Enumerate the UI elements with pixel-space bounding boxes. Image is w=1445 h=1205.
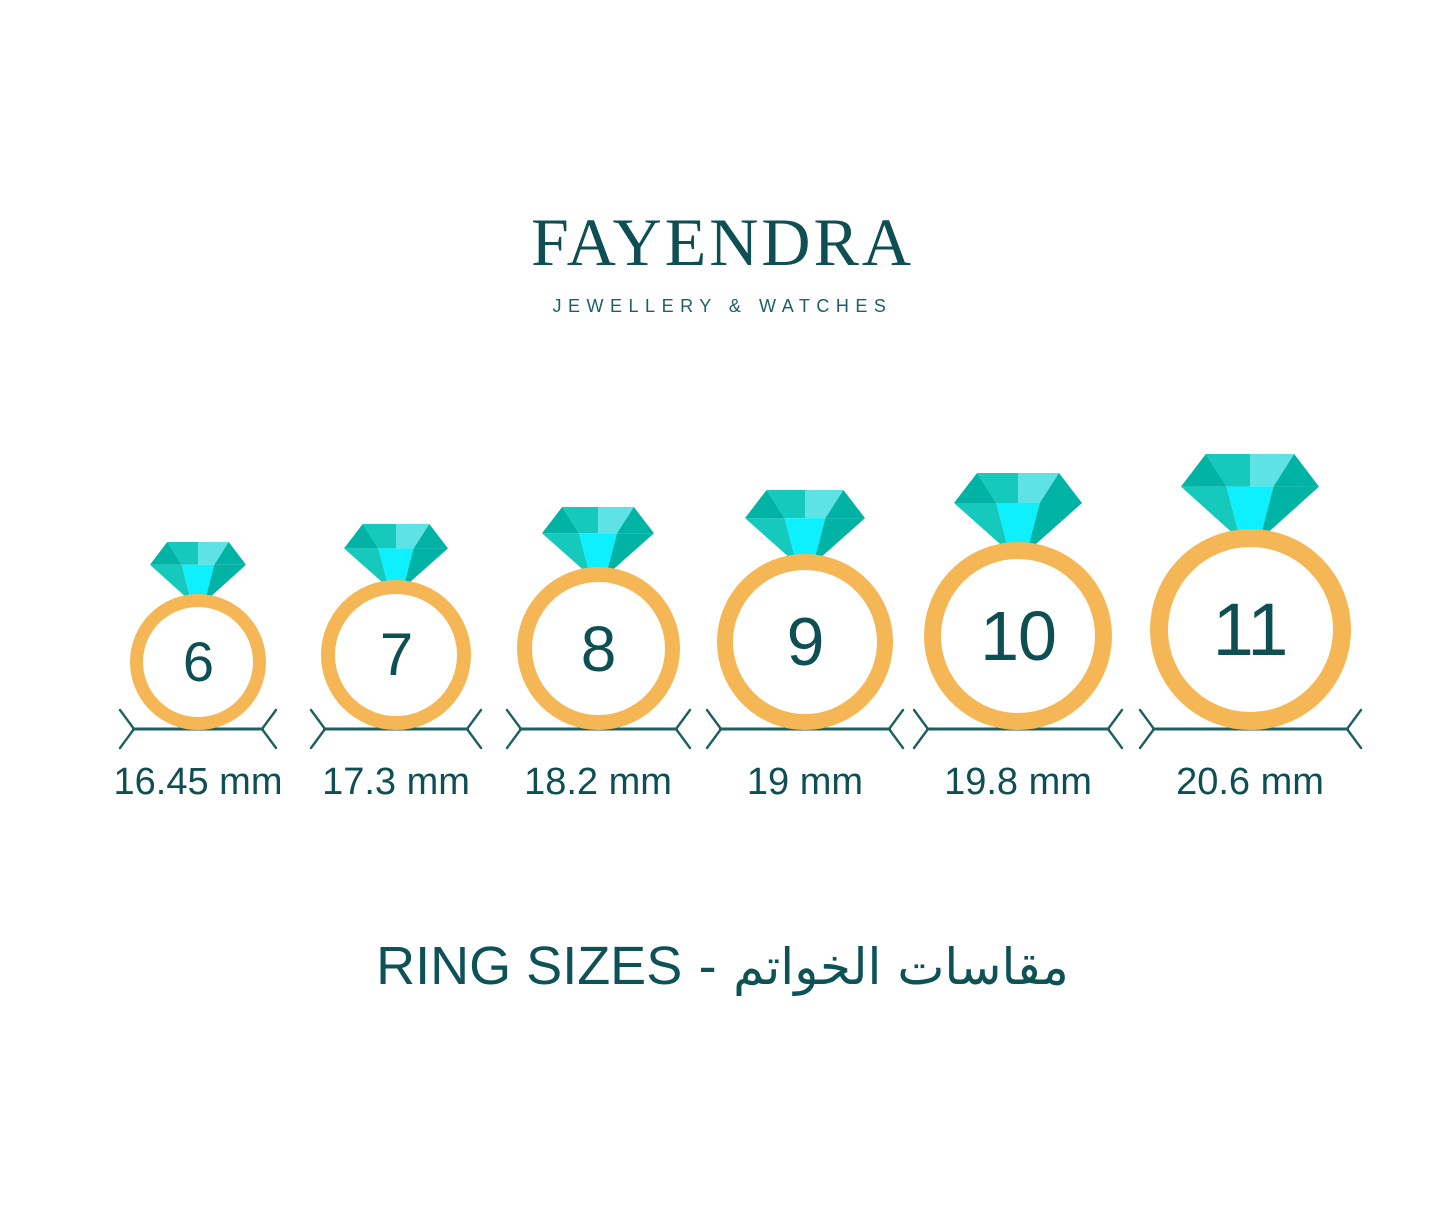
ring-diameter-label: 20.6 mm bbox=[1176, 761, 1324, 803]
page-title-separator: - bbox=[698, 936, 717, 996]
ring-diameter-label: 17.3 mm bbox=[322, 761, 470, 803]
ring-item: 7 bbox=[321, 524, 471, 730]
ring-item: 8 bbox=[516, 507, 680, 730]
ring-band: 8 bbox=[516, 567, 680, 730]
ring-size-number: 6 bbox=[182, 630, 214, 693]
ring-band: 6 bbox=[130, 594, 266, 730]
diameter-labels: 16.45 mm 17.3 mm 18.2 mm 19 mm 19.8 mm 20.6 m… bbox=[0, 758, 1445, 818]
ring-size-number: 9 bbox=[786, 604, 825, 680]
ring-item: 10 bbox=[924, 473, 1112, 730]
diamond-icon bbox=[542, 507, 654, 576]
page-title-en: RING SIZES bbox=[376, 936, 683, 996]
ring-item: 11 bbox=[1149, 454, 1351, 730]
ring-band: 7 bbox=[321, 580, 471, 730]
ring-diameter-label: 16.45 mm bbox=[113, 761, 283, 803]
diamond-icon bbox=[745, 490, 865, 564]
page-title-ar: مقاسات الخواتم bbox=[733, 938, 1069, 996]
diamond-icon bbox=[150, 542, 246, 602]
ring-diameter-label: 18.2 mm bbox=[524, 761, 672, 803]
ring-band: 10 bbox=[924, 542, 1112, 730]
ring-size-number: 8 bbox=[580, 612, 617, 685]
ring-illustrations: 6 7 8 9 10 11 bbox=[0, 440, 1445, 730]
diamond-icon bbox=[1181, 454, 1319, 540]
diamond-icon bbox=[954, 473, 1082, 552]
ring-item: 9 bbox=[717, 490, 893, 730]
ring-band: 11 bbox=[1149, 529, 1351, 730]
page-title: RING SIZES - مقاسات الخواتم bbox=[0, 935, 1445, 997]
brand-logo: FAYENDRA JEWELLERY & WATCHES bbox=[0, 208, 1445, 317]
ring-diameter-label: 19 mm bbox=[746, 761, 864, 803]
ring-item: 6 bbox=[130, 542, 266, 730]
ring-size-number: 10 bbox=[980, 597, 1057, 675]
ring-band: 9 bbox=[717, 554, 893, 730]
diamond-icon bbox=[344, 524, 448, 588]
brand-tagline: JEWELLERY & WATCHES bbox=[552, 296, 893, 316]
ring-size-number: 11 bbox=[1212, 587, 1289, 671]
ring-diameter-label: 19.8 mm bbox=[944, 761, 1092, 803]
ring-size-number: 7 bbox=[379, 621, 413, 688]
brand-wordmark: FAYENDRA bbox=[531, 204, 914, 280]
